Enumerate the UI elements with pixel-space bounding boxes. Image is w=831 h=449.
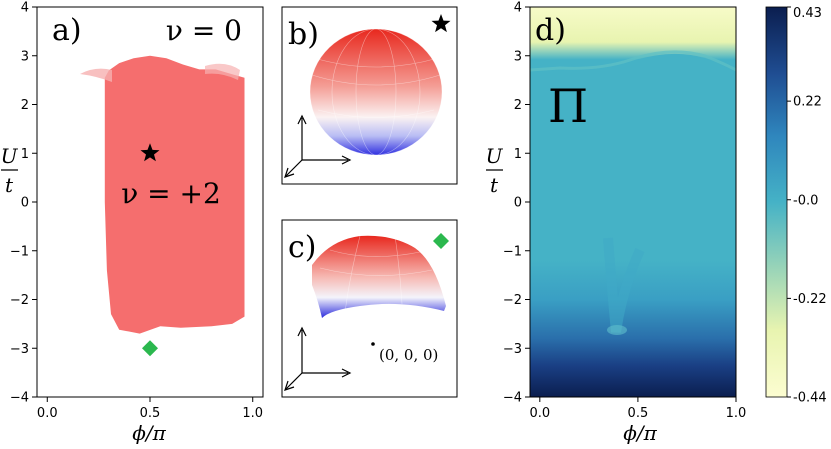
colorbar: 0.43 0.22 -0.0 -0.22 -0.44: [765, 6, 827, 406]
colorbar-tick-label: 0.22: [793, 95, 822, 110]
svg-text:t: t: [490, 173, 499, 197]
heatmap-cusp-tip: [607, 325, 627, 335]
panel-a-xlabel: ϕ/π: [132, 421, 166, 445]
panel-d-y-tick-label: 4: [514, 1, 522, 16]
colorbar-gradient: [765, 6, 788, 398]
panel-d-y-tick-label: −2: [503, 293, 522, 308]
svg-text:U: U: [486, 144, 504, 168]
panel-a-y-tick-label: −2: [10, 293, 29, 308]
panel-d-y-tick-label: 3: [514, 49, 522, 64]
panel-a-y-tick-label: 1: [21, 147, 29, 162]
cap-mesh: [319, 235, 433, 313]
panel-d-y-tick-label: −4: [503, 391, 522, 406]
panel-a-axes: 0.0 0.5 1.0 −4 −3 −2 −1 0 1 2 3 4: [10, 1, 263, 422]
inset-c-label: c): [288, 230, 317, 265]
region-top-fringe-right: [205, 63, 240, 80]
panel-d-xlabel: ϕ/π: [623, 421, 657, 445]
panel-d-heatmap: 0.0 0.5 1.0 −4 −3 −2 −1 0 1 2 3 4 d) Π ϕ/π U t: [486, 1, 747, 446]
panel-d-y-tick-label: 2: [514, 98, 522, 113]
panel-a-phase-diagram: 0.0 0.5 1.0 −4 −3 −2 −1 0 1 2 3 4 a) ν = 0 ν = +2 ϕ…: [1, 1, 264, 445]
panel-a-label: a): [52, 13, 82, 48]
region-top-fringe: [80, 68, 112, 82]
colorbar-tick-label: -0.0: [793, 193, 818, 208]
diamond-marker: [433, 233, 449, 249]
inset-c-spin-cap: (0, 0, 0) c): [281, 219, 458, 398]
sphere-surface: [310, 29, 442, 155]
inset-b-label: b): [288, 17, 319, 52]
panel-a-y-tick-label: −3: [10, 342, 29, 357]
colorbar-tick-label: 0.43: [793, 6, 822, 21]
nu-plus-two-region: [104, 55, 245, 334]
panel-d-x-tick-label: 1.0: [726, 406, 747, 421]
panel-d-x-tick-label: 0.5: [628, 406, 649, 421]
svg-text:U: U: [1, 144, 19, 168]
panel-a-y-tick-label: −4: [10, 391, 29, 406]
panel-d-ylabel: U t: [486, 144, 504, 197]
panel-a-y-tick-label: −1: [10, 244, 29, 259]
panel-d-y-tick-label: −1: [503, 244, 522, 259]
svg-text:t: t: [5, 173, 14, 197]
colorbar-ticks: 0.43 0.22 -0.0 -0.22 -0.44: [787, 6, 827, 406]
panel-a-y-tick-label: 0: [21, 196, 29, 211]
panel-d-label: d): [535, 13, 566, 48]
heatmap-bump-edge: [530, 50, 736, 72]
panel-d-y-tick-label: 1: [514, 147, 522, 162]
heatmap-bump: [530, 53, 736, 78]
cap-surface: [312, 235, 446, 318]
region-inside-label: ν = +2: [121, 177, 221, 210]
panel-a-y-tick-label: 4: [21, 1, 29, 16]
inset-c-axes-triad: [284, 326, 352, 391]
panel-a-y-tick-label: 2: [21, 98, 29, 113]
panel-a-x-tick-label: 0.5: [140, 406, 161, 421]
colorbar-tick-label: -0.44: [793, 391, 827, 406]
panel-a-ylabel: U t: [1, 144, 19, 197]
panel-d-x-tick-label: 0.0: [529, 406, 550, 421]
star-marker: [431, 14, 451, 33]
panel-a-markers: [140, 143, 160, 357]
panel-a-x-tick-label: 1.0: [242, 406, 263, 421]
origin-point: [371, 342, 375, 346]
origin-label: (0, 0, 0): [379, 346, 438, 364]
region-outside-label: ν = 0: [166, 14, 242, 47]
inset-b-axes-triad: [284, 114, 352, 178]
inset-b-star-marker: [431, 14, 451, 33]
panel-d-y-tick-label: 0: [514, 196, 522, 211]
inset-c-diamond-marker: [433, 233, 449, 249]
panel-a-x-tick-label: 0.0: [37, 406, 58, 421]
star-marker: [140, 143, 160, 162]
heatmap-annotation: Π: [548, 79, 588, 133]
diamond-marker: [142, 340, 158, 357]
sphere-mesh: [309, 28, 443, 156]
panel-d-axes: 0.0 0.5 1.0 −4 −3 −2 −1 0 1 2 3 4: [503, 1, 747, 422]
panel-a-y-tick-label: 3: [21, 49, 29, 64]
panel-d-y-tick-label: −3: [503, 342, 522, 357]
colorbar-tick-label: -0.22: [793, 292, 827, 307]
inset-b-spin-sphere: b): [281, 6, 458, 185]
